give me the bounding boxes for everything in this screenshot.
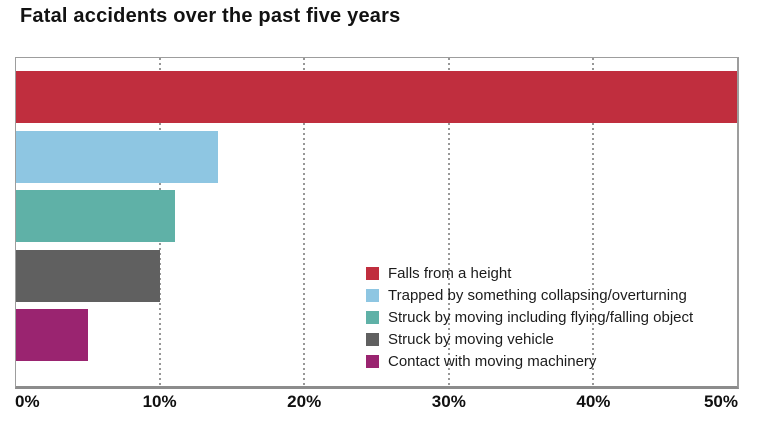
- x-tick-label-20: 20%: [287, 392, 322, 411]
- x-tick-label-40: 40%: [576, 392, 611, 411]
- legend-item-5: Contact with moving machinery: [366, 350, 693, 372]
- bar-2: [16, 130, 218, 183]
- chart-title: Fatal accidents over the past five years: [20, 5, 401, 27]
- legend-label: Contact with moving machinery: [388, 352, 597, 370]
- legend-swatch-icon: [366, 310, 379, 324]
- legend-item-2: Trapped by something collapsing/overturn…: [366, 284, 693, 306]
- bar-4: [16, 249, 161, 302]
- x-tick-label-0: 0%: [15, 392, 40, 411]
- legend-label: Falls from a height: [388, 264, 512, 282]
- x-tick-label-50: 50%: [703, 392, 738, 411]
- legend-label: Trapped by something collapsing/overturn…: [388, 286, 687, 304]
- legend-item-1: Falls from a height: [366, 262, 693, 284]
- legend-label: Struck by moving vehicle: [388, 330, 554, 348]
- x-tick-label-30: 30%: [431, 392, 466, 411]
- gridline-20: [303, 58, 306, 386]
- legend-swatch-icon: [366, 266, 379, 280]
- legend-label: Struck by moving including flying/fallin…: [388, 308, 694, 326]
- legend-item-4: Struck by moving vehicle: [366, 328, 693, 350]
- bar-5: [16, 309, 89, 361]
- bar-1: [16, 71, 737, 123]
- x-axis: 0% 10% 20% 30% 40% 50%: [15, 392, 738, 416]
- legend-swatch-icon: [366, 332, 379, 346]
- gridline-30: [447, 58, 450, 386]
- legend-item-3: Struck by moving including flying/fallin…: [366, 306, 693, 328]
- x-tick-label-10: 10%: [142, 392, 177, 411]
- gridline-40: [591, 58, 594, 386]
- legend-swatch-icon: [366, 288, 379, 302]
- bar-3: [16, 190, 175, 242]
- legend-swatch-icon: [366, 354, 379, 368]
- plot-area: Falls from a height Trapped by something …: [15, 57, 739, 389]
- legend: Falls from a height Trapped by something …: [366, 262, 693, 372]
